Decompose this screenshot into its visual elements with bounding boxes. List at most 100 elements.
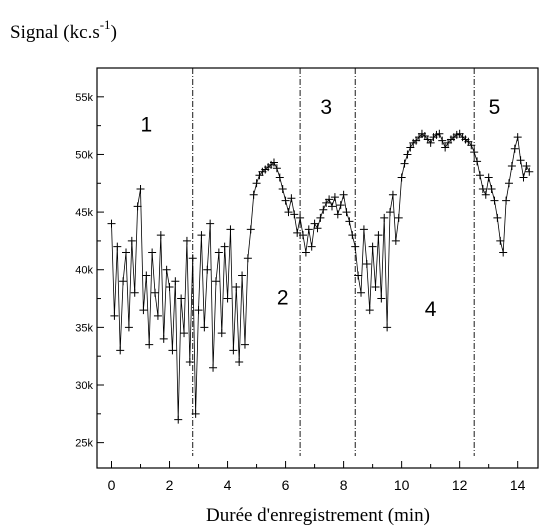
y-tick-label: 30k [75, 380, 93, 392]
data-point [249, 190, 258, 199]
data-point [220, 242, 229, 251]
data-point [478, 185, 487, 194]
data-point [119, 277, 128, 286]
data-point [359, 225, 368, 234]
x-tick-label: 0 [108, 477, 116, 493]
data-point [130, 288, 139, 297]
data-point [380, 213, 389, 222]
y-tick-label: 35k [75, 322, 93, 334]
data-point [168, 346, 177, 355]
data-point [365, 306, 374, 315]
data-point [197, 231, 206, 240]
data-point [153, 311, 162, 320]
series-line-1 [111, 133, 530, 420]
data-point [174, 415, 183, 424]
data-point [214, 248, 223, 257]
data-point [142, 271, 151, 280]
y-tick-label: 50k [75, 149, 93, 161]
x-tick-label: 8 [340, 477, 348, 493]
data-point [362, 259, 371, 268]
data-point [348, 231, 357, 240]
data-point [136, 185, 145, 194]
data-point [441, 143, 450, 152]
y-axis: 25k 30k 35k 40k 45k 50k 55k [75, 67, 104, 450]
data-point [281, 196, 290, 205]
data-point [226, 225, 235, 234]
data-point [165, 283, 174, 292]
x-tick-label: 2 [166, 477, 174, 493]
plot-area [96, 67, 539, 469]
y-tick-label: 55k [75, 92, 93, 104]
data-point [191, 409, 200, 418]
phase-lines [192, 68, 475, 456]
data-point [301, 248, 310, 257]
data-point [113, 242, 122, 251]
data-point [127, 236, 136, 245]
data-point [159, 334, 168, 343]
data-point [133, 202, 142, 211]
data-point [107, 219, 116, 228]
data-point [313, 224, 322, 233]
data-point [467, 141, 476, 150]
data-point [406, 143, 415, 152]
data-point [319, 205, 328, 214]
x-axis: 0 2 4 6 8 10 12 14 [108, 461, 526, 493]
data-point [383, 323, 392, 332]
data-point [290, 210, 299, 219]
phase-label-2: 2 [277, 286, 289, 309]
data-point [386, 208, 395, 217]
data-point [330, 193, 339, 202]
data-point [473, 157, 482, 166]
data-point [496, 236, 505, 245]
data-point [391, 236, 400, 245]
data-layer [107, 129, 534, 424]
data-point [278, 185, 287, 194]
data-point [287, 194, 296, 203]
data-point [426, 138, 435, 147]
data-point [513, 133, 522, 142]
data-point [156, 231, 165, 240]
x-tick-label: 14 [510, 477, 526, 493]
y-tick-label: 45k [75, 207, 93, 219]
data-point [388, 190, 397, 199]
phase-label-1: 1 [140, 113, 152, 136]
data-point [333, 210, 342, 219]
data-point [499, 248, 508, 257]
y-tick-label: 25k [75, 438, 93, 450]
data-point [185, 357, 194, 366]
data-point [293, 228, 302, 237]
data-point [507, 161, 516, 170]
data-point [203, 265, 212, 274]
data-point [516, 156, 525, 165]
y-axis-label: Signal (kc.s-1) [10, 17, 117, 43]
data-point [177, 294, 186, 303]
y-axis-label-close: ) [111, 22, 117, 43]
data-point [345, 217, 354, 226]
data-point [110, 311, 119, 320]
data-point [339, 190, 348, 199]
phase-label-4: 4 [425, 298, 437, 321]
data-point [171, 277, 180, 286]
data-point [325, 195, 334, 204]
data-point [206, 219, 215, 228]
data-point [493, 213, 502, 222]
data-point [435, 129, 444, 138]
data-point [217, 329, 226, 338]
data-point [148, 248, 157, 257]
data-point [200, 323, 209, 332]
data-point [519, 173, 528, 182]
data-point [487, 185, 496, 194]
data-point [275, 173, 284, 182]
data-point [298, 231, 307, 240]
y-tick-label: 40k [75, 265, 93, 277]
data-point [368, 242, 377, 251]
data-point [235, 357, 244, 366]
data-point [438, 136, 447, 145]
data-point [139, 306, 148, 315]
data-point [188, 254, 197, 263]
data-point [371, 283, 380, 292]
data-point [374, 231, 383, 240]
data-point [354, 271, 363, 280]
data-point [510, 144, 519, 153]
